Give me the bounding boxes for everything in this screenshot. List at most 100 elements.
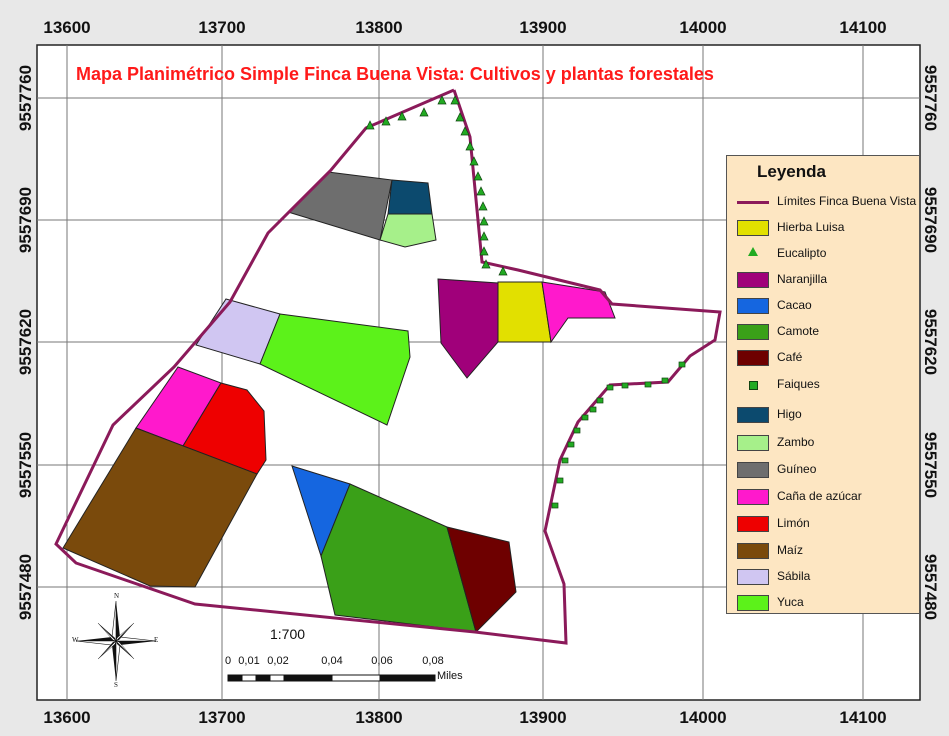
- parcel-maiz: [62, 427, 258, 588]
- scale-bar-label: 0,04: [321, 655, 343, 667]
- x-tick-bottom: 13900: [519, 708, 567, 727]
- parcel-higo: [387, 179, 433, 215]
- boundary-line-icon: [737, 201, 769, 204]
- legend-label: Yuca: [777, 595, 804, 609]
- eucalipto-icon: [455, 112, 465, 122]
- swatch-icon: [737, 407, 769, 423]
- y-tick-left: 9557690: [16, 186, 35, 254]
- triangle-icon: [748, 247, 758, 256]
- faique-icon: [621, 382, 629, 389]
- square-icon: [749, 381, 758, 390]
- faiques-markers: [551, 361, 686, 509]
- scale-bar-label: 0: [224, 655, 232, 667]
- legend-label: Faiques: [777, 377, 820, 391]
- swatch-icon: [737, 220, 769, 236]
- faique-icon: [644, 381, 652, 388]
- parcel-zambo: [379, 213, 437, 248]
- eucalipto-icon: [365, 120, 375, 130]
- swatch-icon: [737, 435, 769, 451]
- swatch-icon: [737, 272, 769, 288]
- swatch-icon: [737, 595, 769, 611]
- legend-label: Sábila: [777, 569, 811, 583]
- parcel-naranjilla: [437, 278, 499, 379]
- y-tick-left: 9557620: [16, 308, 35, 376]
- x-tick-top: 13700: [198, 18, 246, 37]
- legend-item-cafe: Café: [727, 348, 921, 368]
- eucalipto-icon: [478, 201, 488, 211]
- legend-item-higo: Higo: [727, 405, 921, 425]
- legend-title: Leyenda: [757, 162, 826, 181]
- faique-icon: [606, 384, 614, 391]
- compass-south-label: S: [114, 681, 118, 689]
- legend-item-guineo: Guíneo: [727, 460, 921, 480]
- scale-bar-label: 0,08: [422, 655, 444, 667]
- y-tick-right: 9557760: [921, 64, 940, 132]
- swatch-icon: [737, 298, 769, 314]
- faique-icon: [589, 406, 597, 413]
- farm-boundary: [54, 88, 722, 645]
- legend-item-cacao: Cacao: [727, 296, 921, 316]
- north-arrow-icon: [75, 600, 157, 682]
- legend-label: Eucalipto: [777, 246, 827, 260]
- legend-label: Maíz: [777, 543, 804, 557]
- y-tick-right: 9557480: [921, 553, 940, 621]
- eucalipto-icon: [498, 266, 508, 276]
- eucalipto-icon: [460, 126, 470, 136]
- faique-icon: [561, 457, 569, 464]
- legend-item-hierba-luisa: Hierba Luisa: [727, 218, 921, 238]
- x-tick-bottom: 14000: [679, 708, 727, 727]
- legend-label: Limón: [777, 516, 810, 530]
- x-tick-bottom: 13600: [43, 708, 91, 727]
- eucalipto-icon: [381, 116, 391, 126]
- swatch-icon: [737, 516, 769, 532]
- swatch-icon: [737, 543, 769, 559]
- eucalipto-markers: [365, 95, 508, 276]
- parcel-cana-de-azucar-1: [541, 281, 616, 344]
- legend-item-limites: Límites Finca Buena Vista: [727, 192, 921, 212]
- eucalipto-icon: [397, 111, 407, 121]
- eucalipto-icon: [479, 216, 489, 226]
- eucalipto-icon: [469, 156, 479, 166]
- eucalipto-icon: [450, 95, 460, 105]
- legend-item-eucalipto: Eucalipto: [727, 244, 921, 264]
- legend-label: Zambo: [777, 435, 815, 449]
- y-tick-right: 9557690: [921, 186, 940, 254]
- legend-label: Higo: [777, 407, 802, 421]
- scale-bar-label: 0,01: [238, 655, 260, 667]
- faique-icon: [573, 427, 581, 434]
- legend-item-zambo: Zambo: [727, 433, 921, 453]
- faique-icon: [551, 502, 559, 509]
- legend-label: Naranjilla: [777, 272, 828, 286]
- legend-label: Café: [777, 350, 803, 364]
- scale-ratio: 1:700: [270, 626, 306, 642]
- y-tick-left: 9557550: [16, 431, 35, 499]
- x-tick-bottom: 14100: [839, 708, 887, 727]
- faique-icon: [556, 477, 564, 484]
- legend-item-sabila: Sábila: [727, 567, 921, 587]
- parcel-cafe: [446, 526, 517, 633]
- legend: Leyenda Límites Finca Buena Vista Hierba…: [726, 155, 920, 614]
- eucalipto-icon: [465, 141, 475, 151]
- legend-item-maiz: Maíz: [727, 541, 921, 561]
- swatch-icon: [737, 462, 769, 478]
- compass-west-label: W: [72, 636, 79, 644]
- swatch-icon: [737, 569, 769, 585]
- x-tick-bottom: 13800: [355, 708, 403, 727]
- legend-label: Cacao: [777, 298, 812, 312]
- x-tick-top: 13800: [355, 18, 403, 37]
- map-title: Mapa Planimétrico Simple Finca Buena Vis…: [76, 64, 714, 84]
- compass-north-label: N: [114, 592, 120, 600]
- eucalipto-icon: [476, 186, 486, 196]
- eucalipto-icon: [479, 231, 489, 241]
- x-tick-top: 14000: [679, 18, 727, 37]
- y-tick-right: 9557550: [921, 431, 940, 499]
- y-tick-left: 9557480: [16, 553, 35, 621]
- eucalipto-icon: [481, 259, 491, 269]
- scale-bar-unit: Miles: [437, 670, 463, 682]
- x-tick-bottom: 13700: [198, 708, 246, 727]
- x-tick-top: 13900: [519, 18, 567, 37]
- legend-item-naranjilla: Naranjilla: [727, 270, 921, 290]
- faique-icon: [678, 361, 686, 368]
- eucalipto-icon: [479, 246, 489, 256]
